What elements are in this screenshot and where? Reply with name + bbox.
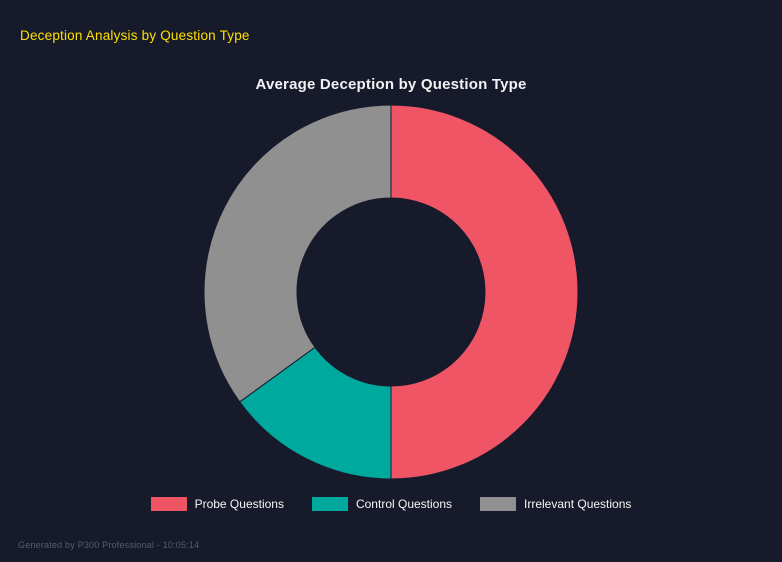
page-title: Deception Analysis by Question Type (20, 28, 250, 43)
footer-note: Generated by P300 Professional - 10:05:1… (18, 540, 200, 550)
legend-item[interactable]: Probe Questions (150, 497, 284, 511)
legend-label: Probe Questions (194, 497, 284, 511)
donut-chart (203, 104, 579, 480)
legend-label: Control Questions (355, 497, 453, 511)
legend-label: Irrelevant Questions (524, 497, 632, 511)
donut-segment-2[interactable] (203, 104, 392, 403)
legend-item[interactable]: Control Questions (311, 497, 453, 511)
legend-item[interactable]: Irrelevant Questions (480, 497, 631, 511)
donut-segment-1[interactable] (239, 346, 392, 480)
chart-legend: Probe Questions Control Questions Irreleva… (0, 497, 782, 511)
chart-title: Average Deception by Question Type (255, 76, 527, 93)
legend-swatch (311, 497, 348, 511)
legend-swatch (480, 497, 517, 511)
legend-swatch (150, 497, 187, 511)
donut-segment-0[interactable] (390, 104, 579, 480)
